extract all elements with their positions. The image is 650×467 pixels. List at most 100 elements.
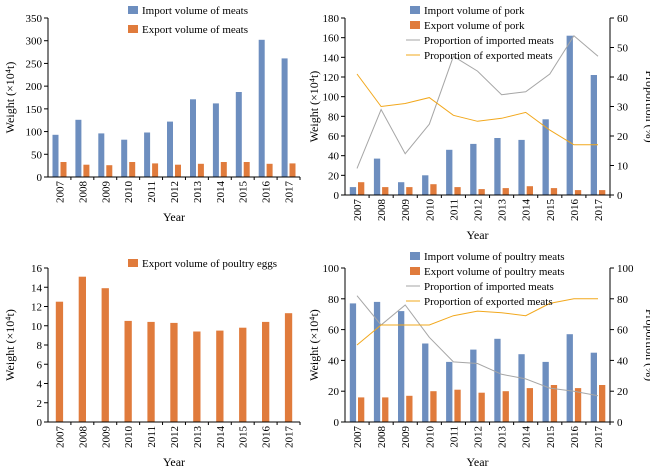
bar-p3-s0-2010: [124, 320, 132, 422]
y-tick-label: 2: [37, 398, 43, 410]
bar-p1-s0-2015: [235, 92, 242, 177]
y-tick-label: 20: [328, 170, 340, 182]
bar-p4-s0-2015: [542, 361, 549, 422]
y-tick-label: 0: [334, 190, 340, 202]
bar-p1-s0-2013: [190, 99, 196, 177]
bar-p4-s1-2007: [358, 397, 365, 422]
bar-p2-s0-2016: [566, 35, 573, 196]
bar-p3-s0-2012: [170, 322, 178, 422]
legend-swatch-p2-s0: [410, 6, 420, 14]
bar-p2-s0-2010: [422, 175, 429, 195]
line-p4-1: [356, 298, 598, 346]
y-tick-label: 80: [328, 294, 340, 306]
bar-p2-s1-2014: [526, 186, 533, 195]
y-tick-label: 40: [328, 355, 340, 367]
x-tick-label: 2017: [593, 199, 605, 222]
y2-tick-label: 0: [617, 190, 623, 202]
bar-p1-s1-2017: [289, 163, 296, 177]
bar-p2-s1-2008: [382, 187, 389, 195]
bar-p3-s0-2009: [101, 288, 109, 422]
legend-swatch-p4-s1: [410, 267, 420, 275]
bar-p4-s1-2010: [430, 391, 437, 422]
y-tick-label: 250: [26, 58, 43, 70]
y2-tick-label: 20: [617, 386, 629, 398]
x-tick-label: 2014: [521, 199, 533, 222]
y2-axis-title: Proportion (%): [643, 70, 650, 142]
chart-p2: 0 20 40 60 80 100 120 140 160 180 0 10 20 30 40 50 60 200…: [307, 5, 650, 242]
y-tick-label: 8: [37, 340, 43, 352]
bar-p3-s0-2015: [239, 327, 247, 422]
y-tick-label: 12: [31, 302, 42, 314]
legend-label: Import volume of pork: [424, 5, 525, 17]
bar-p2-s0-2015: [542, 119, 549, 195]
bar-p3-s0-2007: [55, 301, 64, 422]
bar-p3-s0-2014: [216, 330, 224, 422]
chart-p4: 0 20 40 60 80 100 0 20 40 60 80 100 2007 2008 2009 2010…: [307, 251, 650, 467]
bar-p1-s0-2010: [121, 139, 128, 177]
y-tick-label: 200: [26, 81, 43, 93]
legend-label: Export volume of pork: [424, 20, 525, 32]
x-tick-label: 2013: [497, 426, 509, 449]
bar-p4-s1-2016: [574, 388, 582, 422]
x-tick-label: 2008: [77, 426, 89, 449]
y-tick-label: 160: [323, 33, 340, 45]
y2-axis-title: Proportion (%): [643, 309, 650, 381]
bar-p2-s0-2011: [446, 149, 453, 195]
bar-p2-s0-2013: [494, 138, 501, 195]
y-tick-label: 20: [328, 386, 340, 398]
legend-label: Import volume of poultry meats: [424, 251, 565, 263]
y-tick-label: 40: [328, 151, 340, 163]
bar-p1-s1-2007: [60, 162, 67, 177]
x-tick-label: 2014: [215, 426, 227, 449]
bar-p2-s1-2010: [430, 184, 437, 195]
bar-p4-s1-2017: [599, 385, 606, 422]
x-tick-label: 2016: [261, 181, 273, 204]
y-tick-label: 100: [26, 127, 43, 139]
y-tick-label: 60: [328, 131, 340, 143]
bar-p1-s1-2013: [197, 163, 204, 177]
x-tick-label: 2015: [545, 199, 557, 222]
bar-p2-s0-2014: [518, 139, 525, 195]
y2-tick-label: 20: [617, 131, 629, 143]
bar-p1-s1-2012: [175, 164, 181, 177]
x-tick-label: 2012: [473, 426, 485, 448]
y-tick-label: 80: [328, 111, 340, 123]
legend-label: Proportion of imported meats: [424, 35, 554, 47]
x-tick-label: 2008: [376, 199, 388, 222]
legend-swatch-p1-s0: [128, 6, 138, 14]
bar-p2-s0-2008: [373, 158, 381, 195]
bar-p4-s1-2012: [478, 392, 485, 422]
y-tick-label: 120: [323, 72, 340, 84]
chart-p1: 0 50 100 150 200 250 300 350 2007 2008 2009 2010 201…: [3, 5, 301, 224]
bar-p2-s1-2015: [550, 188, 558, 195]
bar-p2-s0-2009: [398, 182, 405, 195]
bar-p1-s1-2015: [243, 162, 250, 177]
bar-p3-s0-2016: [262, 321, 270, 422]
x-axis-title: Year: [163, 455, 185, 467]
y2-tick-label: 40: [617, 355, 629, 367]
bar-p3-s0-2008: [78, 276, 86, 422]
y-tick-label: 100: [323, 263, 340, 275]
y-tick-label: 150: [26, 104, 43, 116]
x-tick-label: 2017: [284, 426, 296, 449]
x-tick-label: 2009: [100, 181, 112, 204]
bar-p2-s0-2012: [470, 143, 477, 195]
legend-swatch-p2-s1: [410, 21, 420, 29]
x-tick-label: 2012: [169, 181, 181, 203]
y-tick-label: 50: [31, 149, 43, 161]
x-tick-label: 2014: [521, 426, 533, 449]
y-tick-label: 350: [26, 13, 43, 25]
y2-tick-label: 30: [617, 102, 629, 114]
x-tick-label: 2011: [448, 426, 460, 448]
bar-p4-s0-2012: [470, 349, 477, 422]
bar-p1-s0-2011: [144, 132, 151, 177]
bar-p4-s1-2014: [526, 388, 533, 422]
x-tick-label: 2007: [352, 199, 364, 222]
y-axis-title: Weight (×10⁴t): [307, 71, 321, 143]
y-tick-label: 16: [31, 263, 43, 275]
bar-p1-s0-2007: [52, 134, 59, 177]
x-tick-label: 2009: [400, 199, 412, 222]
bar-p2-s1-2012: [478, 189, 485, 195]
x-tick-label: 2011: [448, 199, 460, 221]
y2-tick-label: 0: [617, 417, 623, 429]
